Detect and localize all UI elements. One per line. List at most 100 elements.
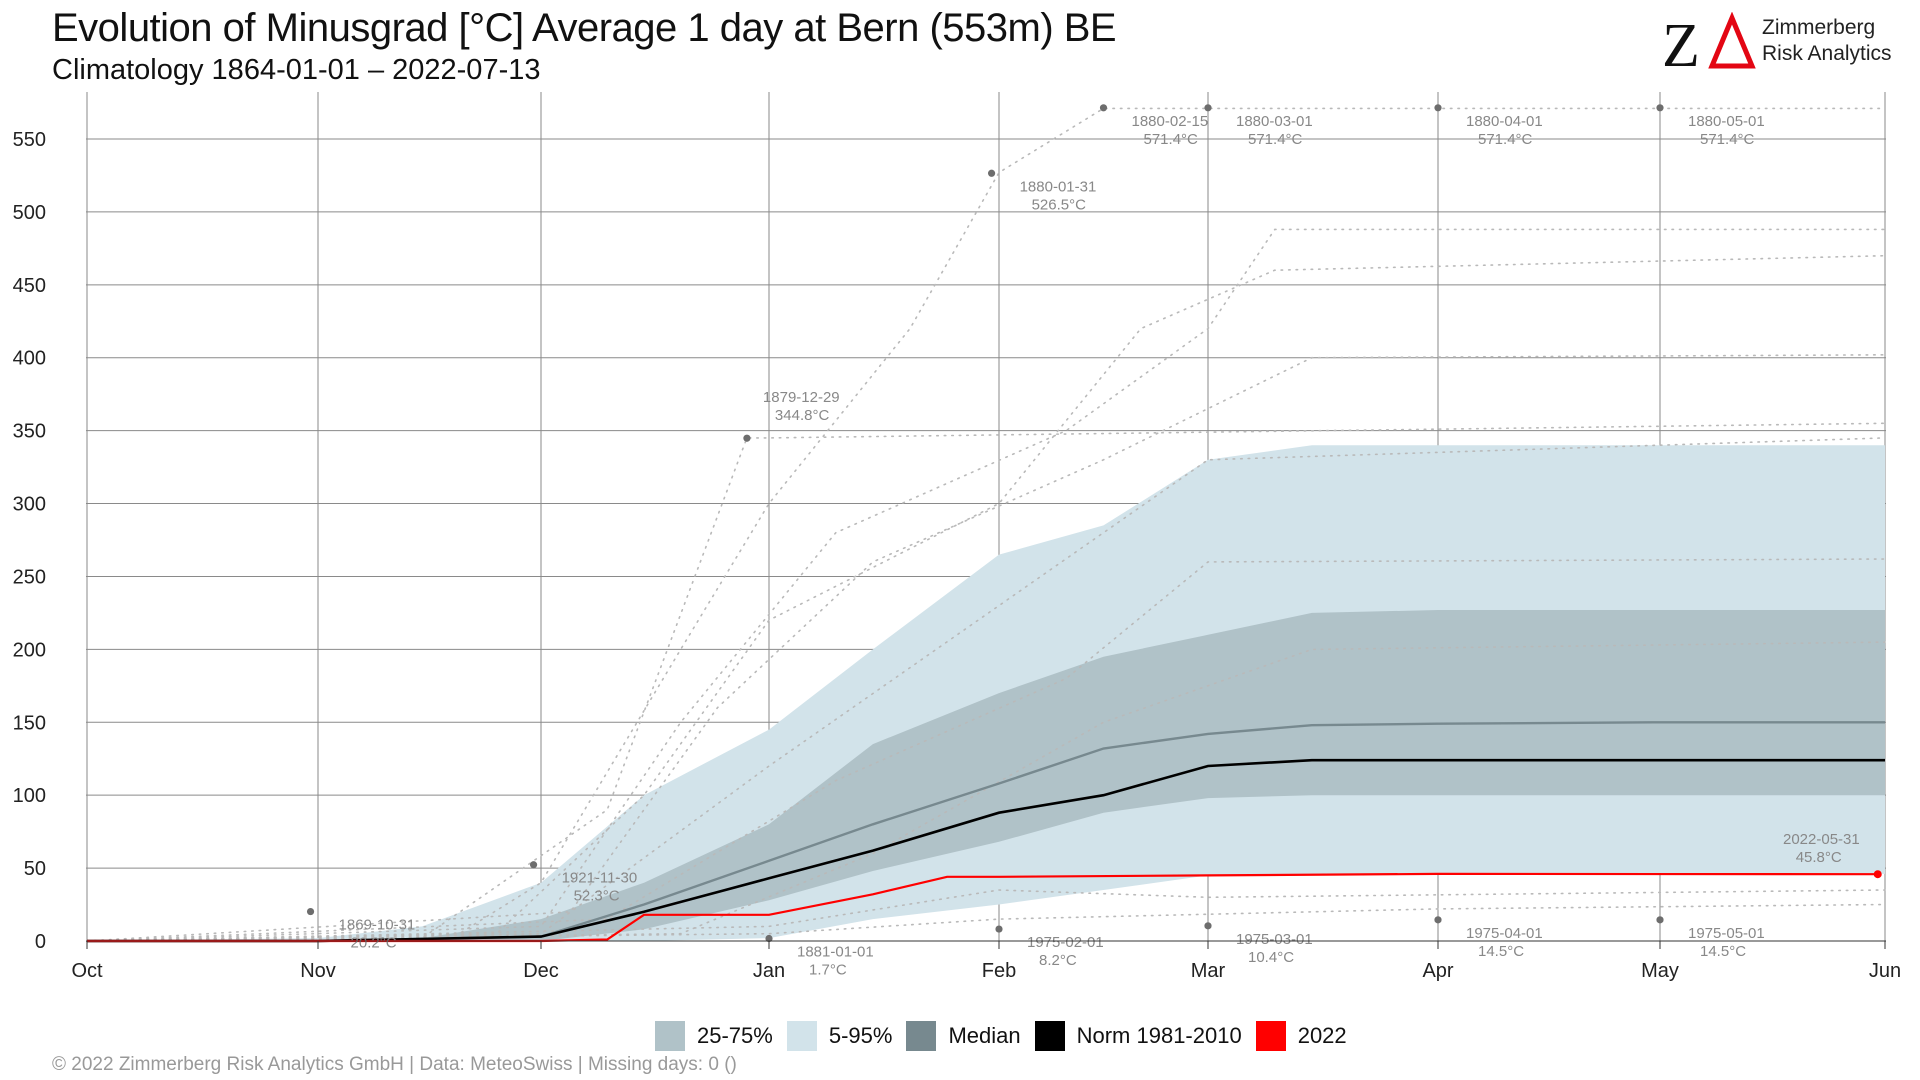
logo-text-line2: Risk Analytics bbox=[1762, 42, 1892, 65]
percentile-bands bbox=[87, 445, 1885, 941]
legend-label: Median bbox=[948, 1023, 1021, 1048]
band-25-75- bbox=[87, 610, 1885, 941]
annotation-marker bbox=[1204, 922, 1212, 930]
x-tick-label: Nov bbox=[300, 960, 336, 982]
annotation-marker bbox=[743, 434, 751, 442]
annotation-value: 14.5°C bbox=[1700, 943, 1746, 960]
chart-subtitle: Climatology 1864-01-01 – 2022-07-13 bbox=[52, 54, 541, 86]
annotation-date: 1975-02-01 bbox=[1027, 934, 1104, 951]
x-tick-label: Mar bbox=[1191, 960, 1226, 982]
annotation-value: 14.5°C bbox=[1478, 943, 1524, 960]
annotation-date: 1881-01-01 bbox=[797, 944, 874, 961]
legend-item-norm: Norm 1981-2010 bbox=[1034, 1021, 1242, 1051]
annotation-marker bbox=[995, 925, 1003, 933]
annotation-value: 571.4°C bbox=[1248, 131, 1303, 148]
annotation-marker bbox=[1434, 104, 1442, 112]
y-tick-label: 50 bbox=[24, 858, 46, 880]
historical-year-line bbox=[86, 889, 1886, 942]
annotation-value: 45.8°C bbox=[1796, 849, 1842, 866]
historical-year-line bbox=[86, 254, 1886, 942]
annotation-date: 1880-01-31 bbox=[1020, 178, 1097, 195]
svg-text:Z: Z bbox=[1662, 12, 1700, 72]
annotation-date: 1879-12-29 bbox=[763, 389, 840, 406]
legend-label: 5-95% bbox=[828, 1023, 893, 1048]
footer-credits: © 2022 Zimmerberg Risk Analytics GmbH | … bbox=[52, 1054, 737, 1075]
historical-year-line bbox=[86, 354, 1886, 942]
annotation-marker bbox=[1434, 916, 1442, 924]
historical-years-dotted bbox=[86, 107, 1886, 942]
annotation-marker bbox=[987, 169, 996, 177]
annotation-marker bbox=[1099, 104, 1108, 112]
annotation-date: 1880-05-01 bbox=[1688, 113, 1765, 130]
annotation-date: 1975-03-01 bbox=[1236, 931, 1313, 948]
annotation-value: 20.2°C bbox=[351, 935, 397, 952]
annotation-date: 1880-02-15 bbox=[1132, 113, 1209, 130]
x-tick-label: Apr bbox=[1422, 960, 1453, 982]
annotation-value: 571.4°C bbox=[1700, 131, 1755, 148]
annotation-value: 52.3°C bbox=[574, 888, 620, 905]
y-tick-label: 300 bbox=[13, 494, 46, 516]
y-tick-label: 350 bbox=[13, 421, 46, 443]
annotation-marker bbox=[1873, 870, 1882, 879]
y-tick-label: 400 bbox=[13, 348, 46, 370]
annotation-date: 1975-04-01 bbox=[1466, 925, 1543, 942]
annotation-value: 571.4°C bbox=[1144, 131, 1199, 148]
company-logo: Z Zimmerberg Risk Analytics bbox=[1662, 12, 1902, 72]
x-tick-label: Jan bbox=[753, 960, 785, 982]
annotation-marker bbox=[1204, 104, 1212, 112]
logo-mark-icon: Z bbox=[1662, 12, 1756, 72]
annotation-date: 1975-05-01 bbox=[1688, 925, 1765, 942]
chart-title: Evolution of Minusgrad [°C] Average 1 da… bbox=[52, 6, 1117, 50]
legend-item-5-95: 5-95% bbox=[786, 1021, 893, 1051]
annotation-value: 571.4°C bbox=[1478, 131, 1533, 148]
annotation-marker bbox=[306, 907, 315, 916]
historical-year-line bbox=[86, 228, 1886, 942]
historical-year-line bbox=[86, 641, 1886, 942]
legend-item-iqr: 25-75% bbox=[655, 1021, 773, 1051]
y-tick-label: 250 bbox=[13, 566, 46, 588]
historical-year-line bbox=[86, 107, 1886, 942]
legend-label: 2022 bbox=[1297, 1023, 1347, 1048]
logo-text-line1: Zimmerberg bbox=[1762, 16, 1876, 39]
x-tick-label: Oct bbox=[71, 960, 103, 982]
axis-ticks: 0 50 100 150 200 250 300 350 400 450 500 550 Oct Nov D… bbox=[13, 129, 1902, 982]
series-line-Norm-1981-2010 bbox=[87, 758, 1885, 943]
legend-label: 25-75% bbox=[697, 1023, 773, 1048]
legend-swatch bbox=[786, 1021, 817, 1051]
annotation-date: 1921-11-30 bbox=[562, 870, 638, 887]
historical-year-line bbox=[86, 903, 1886, 942]
annotation-marker bbox=[1656, 104, 1664, 112]
annotation-value: 344.8°C bbox=[775, 407, 830, 424]
y-tick-label: 150 bbox=[13, 712, 46, 734]
annotation-marker bbox=[1656, 916, 1664, 924]
annotation-marker bbox=[529, 861, 538, 869]
annotation-value: 1.7°C bbox=[809, 962, 847, 979]
x-tick-label: Feb bbox=[982, 960, 1016, 982]
y-tick-label: 550 bbox=[13, 129, 46, 151]
annotation-value: 8.2°C bbox=[1039, 952, 1077, 969]
y-tick-label: 450 bbox=[13, 275, 46, 297]
annotation-date: 1880-03-01 bbox=[1236, 113, 1313, 130]
annotation-date: 2022-05-31 bbox=[1783, 831, 1860, 848]
y-tick-label: 500 bbox=[13, 202, 46, 224]
x-tick-label: Dec bbox=[523, 960, 559, 982]
annotation-value: 526.5°C bbox=[1032, 196, 1087, 213]
annotation-date: 1880-04-01 bbox=[1466, 113, 1543, 130]
annotation-marker bbox=[765, 934, 773, 943]
historical-year-line bbox=[86, 558, 1886, 942]
band-5-95- bbox=[87, 445, 1885, 941]
legend-swatch bbox=[1255, 1021, 1286, 1051]
legend-swatch bbox=[655, 1021, 685, 1051]
y-tick-label: 100 bbox=[13, 785, 46, 807]
y-tick-label: 0 bbox=[35, 931, 46, 953]
y-tick-label: 200 bbox=[13, 639, 46, 661]
x-tick-label: May bbox=[1641, 960, 1679, 982]
legend-item-median: Median bbox=[906, 1021, 1021, 1051]
legend-item-2022: 2022 bbox=[1255, 1021, 1347, 1051]
legend-swatch bbox=[1034, 1021, 1065, 1051]
annotation-value: 10.4°C bbox=[1248, 949, 1294, 966]
legend-swatch bbox=[906, 1021, 937, 1051]
legend-label: Norm 1981-2010 bbox=[1076, 1023, 1242, 1048]
